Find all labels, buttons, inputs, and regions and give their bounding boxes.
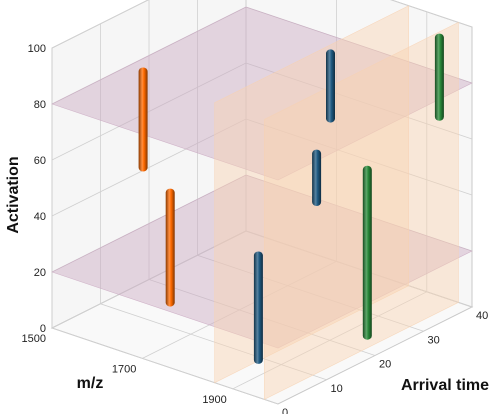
y-axis-title: Arrival time [401, 377, 489, 394]
z-tick-label: 40 [34, 211, 46, 223]
data-bar-series-1-1 [312, 149, 322, 206]
grid-line-z [51, 0, 473, 49]
x-tick-label: 1700 [112, 363, 136, 375]
data-bar-series-2-0 [362, 165, 372, 340]
data-bar-series-1-2 [326, 49, 335, 123]
grid-line-y [51, 48, 279, 405]
x-tick-label: 1500 [22, 333, 46, 345]
grid-line-y [197, 0, 424, 332]
plane-z-80 [51, 6, 473, 181]
grid-line-y [245, 0, 473, 308]
y-tick-label: 30 [428, 334, 440, 346]
grid-line-y [100, 23, 327, 381]
z-tick-label: 100 [28, 43, 46, 55]
y-tick-label: 20 [379, 359, 391, 371]
x-tick-label: 1900 [202, 394, 226, 406]
data-bar-series-2-1 [434, 33, 444, 121]
grid-line-y [148, 0, 376, 356]
y-tick-label: 0 [282, 407, 288, 414]
data-bar-series-1-0 [253, 251, 263, 364]
z-tick-label: 0 [40, 323, 46, 335]
data-bar-series-0-1 [165, 188, 175, 307]
data-bar-series-0-0 [138, 67, 148, 172]
plane-x-1970 [264, 21, 459, 400]
x-axis-title: m/z [77, 375, 104, 392]
z-tick-label: 80 [34, 99, 46, 111]
y-tick-label: 40 [476, 310, 488, 322]
z-tick-label: 60 [34, 155, 46, 167]
z-tick-label: 20 [34, 267, 46, 279]
plane-x-1860 [214, 5, 410, 384]
y-tick-label: 10 [331, 383, 343, 395]
z-axis-title: Activation [5, 156, 22, 233]
